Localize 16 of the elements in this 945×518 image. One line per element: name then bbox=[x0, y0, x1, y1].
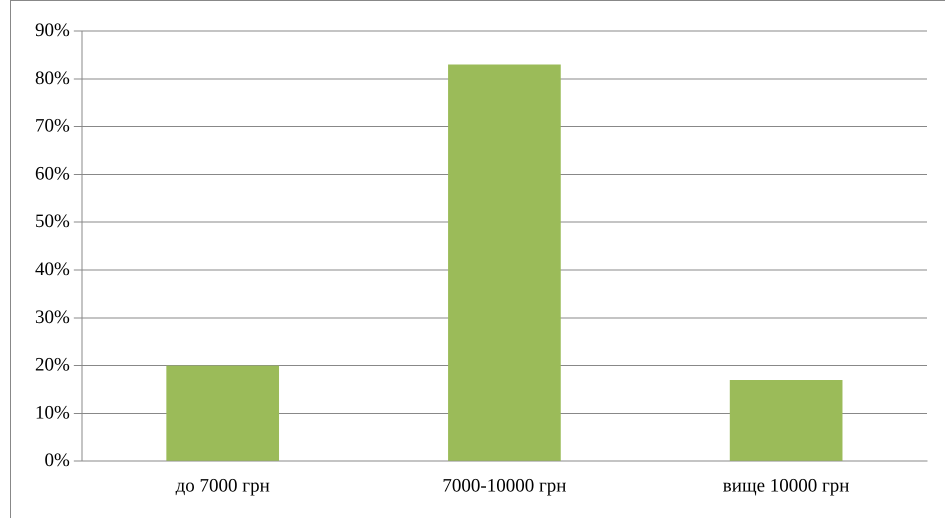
y-tick-label: 40% bbox=[35, 258, 70, 280]
y-tick-label: 70% bbox=[35, 116, 70, 137]
x-tick-label: до 7000 грн bbox=[176, 476, 270, 497]
y-tick-label: 20% bbox=[35, 354, 70, 376]
bar bbox=[448, 64, 561, 461]
bar bbox=[166, 366, 280, 461]
y-tick-label: 80% bbox=[35, 68, 70, 89]
x-tick-label: вище 10000 грн bbox=[722, 476, 850, 497]
y-tick-label: 90% bbox=[35, 20, 70, 41]
bar bbox=[730, 380, 842, 461]
y-tick-label: 30% bbox=[35, 306, 70, 328]
y-tick-label: 60% bbox=[35, 163, 70, 184]
y-tick-label: 0% bbox=[44, 450, 70, 472]
y-tick-label: 50% bbox=[35, 211, 70, 232]
y-tick-label: 10% bbox=[35, 402, 70, 424]
x-tick-label: 7000-10000 грн bbox=[442, 476, 566, 497]
